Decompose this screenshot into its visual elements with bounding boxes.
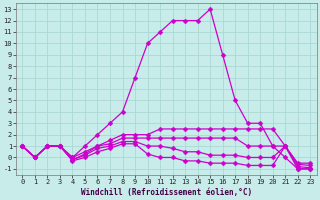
X-axis label: Windchill (Refroidissement éolien,°C): Windchill (Refroidissement éolien,°C): [81, 188, 252, 197]
